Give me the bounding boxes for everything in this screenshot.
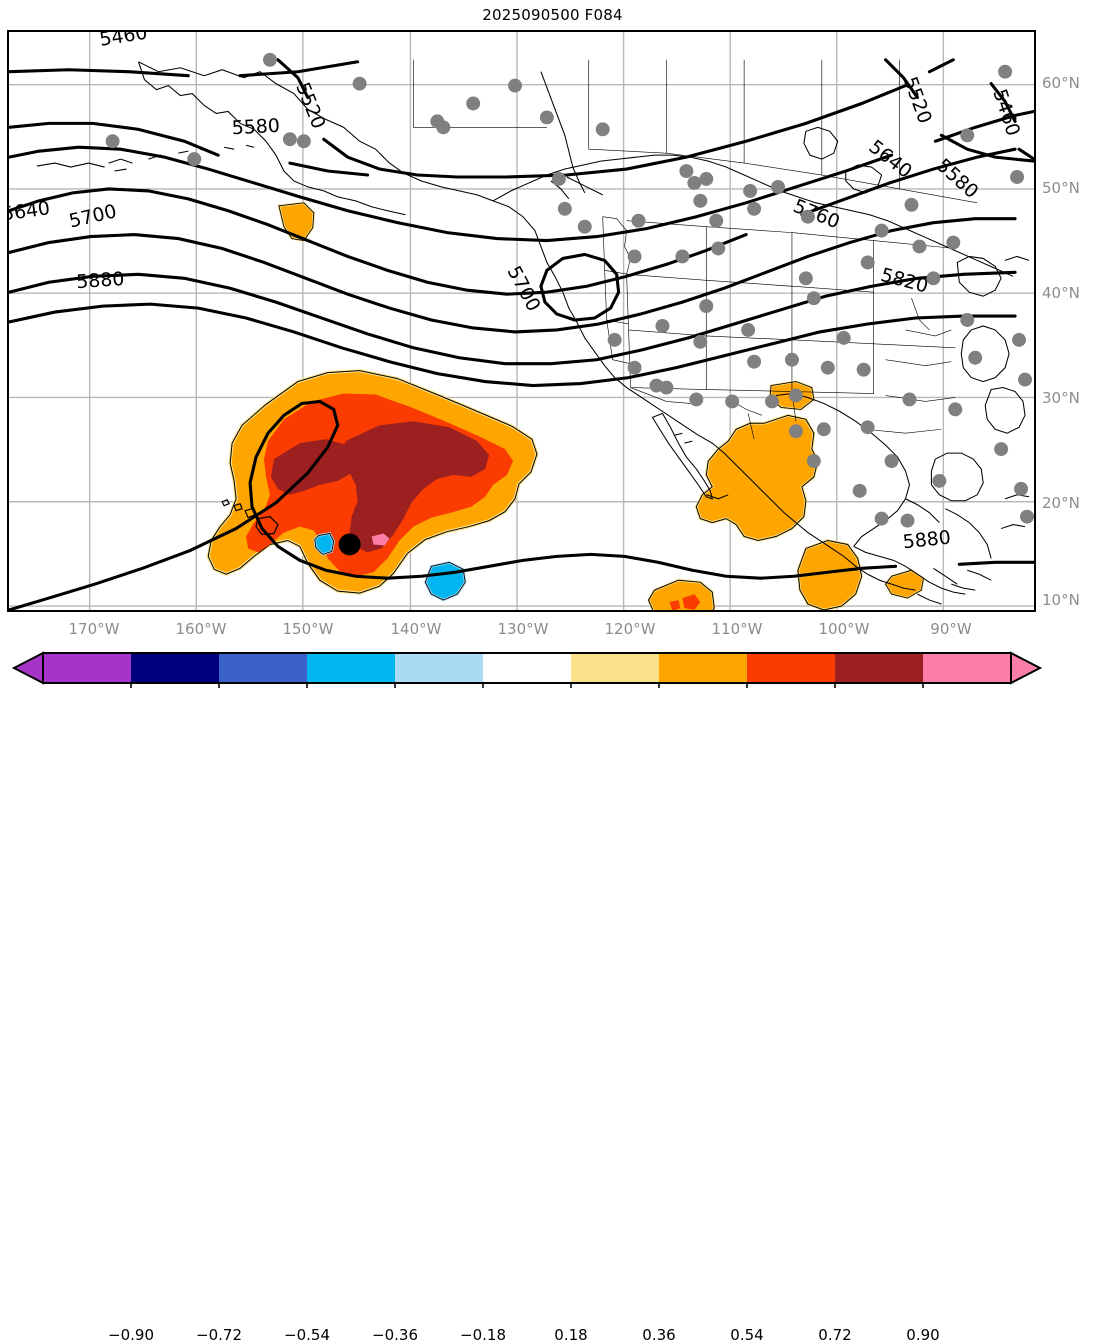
tc-marker[interactable] [338, 533, 361, 556]
colorbar-tick-label: 0.72 [818, 1326, 852, 1344]
height-contours [9, 58, 1034, 610]
colorbar-over-arrow [1010, 651, 1043, 685]
colorbar-segment [307, 653, 395, 683]
colorbar-tick-label: −0.90 [108, 1326, 154, 1344]
lon-label-150w: 150°W [282, 620, 334, 638]
anomaly-shading [206, 201, 925, 610]
svg-text:5880: 5880 [902, 527, 952, 554]
hawaii-coastline [221, 499, 279, 536]
lon-label-140w: 140°W [390, 620, 442, 638]
lat-label-50n: 50°N [1042, 179, 1080, 197]
lat-label-60n: 60°N [1042, 74, 1080, 92]
colorbar-segment [747, 653, 835, 683]
colorbar-segment [395, 653, 483, 683]
map-canvas[interactable]: 5460 5520 5580 5640 5700 5700 5880 5520 … [9, 32, 1034, 610]
lat-label-30n: 30°N [1042, 389, 1080, 407]
colorbar-tick-label: −0.36 [372, 1326, 418, 1344]
station-markers [105, 52, 1034, 528]
colorbar-tick-label: 0.54 [730, 1326, 764, 1344]
page-title: 2025090500 F084 [482, 6, 623, 24]
lon-label-170w: 170°W [68, 620, 120, 638]
colorbar-segments [11, 651, 1043, 685]
colorbar[interactable]: −0.90 −0.72 −0.54 −0.36 −0.18 0.18 0.36 0.54 0.7… [0, 648, 1105, 1344]
colorbar-segment [43, 653, 131, 683]
colorbar-tick-label: 0.18 [554, 1326, 588, 1344]
shaded-region-main-core-east [341, 421, 490, 553]
colorbar-segment [835, 653, 923, 683]
svg-text:5580: 5580 [231, 115, 280, 139]
shaded-region-peak-core [371, 533, 390, 546]
colorbar-canvas[interactable] [0, 648, 1105, 688]
lon-label-130w: 130°W [497, 620, 549, 638]
colorbar-tick-label: −0.18 [460, 1326, 506, 1344]
lon-label-90w: 90°W [930, 620, 972, 638]
lat-label-20n: 20°N [1042, 494, 1080, 512]
colorbar-tick-label: 0.90 [906, 1326, 940, 1344]
colorbar-segment [131, 653, 219, 683]
colorbar-ticks [130, 683, 924, 688]
colorbar-under-arrow [11, 651, 44, 685]
colorbar-segment [571, 653, 659, 683]
lon-label-160w: 160°W [175, 620, 227, 638]
colorbar-segment [219, 653, 307, 683]
colorbar-segment [483, 653, 571, 683]
colorbar-tick-label: −0.72 [196, 1326, 242, 1344]
svg-text:5880: 5880 [76, 268, 126, 293]
colorbar-tick-label: 0.36 [642, 1326, 676, 1344]
map-panel[interactable]: 5460 5520 5580 5640 5700 5700 5880 5520 … [7, 30, 1036, 612]
map-background [9, 32, 1034, 610]
lon-label-110w: 110°W [711, 620, 763, 638]
lat-label-40n: 40°N [1042, 284, 1080, 302]
political-boundaries [413, 59, 978, 440]
colorbar-segment [659, 653, 747, 683]
lat-label-10n: 10°N [1042, 591, 1080, 609]
colorbar-segment [923, 653, 1011, 683]
colorbar-tick-label: −0.54 [284, 1326, 330, 1344]
lon-label-120w: 120°W [604, 620, 656, 638]
lon-label-100w: 100°W [818, 620, 870, 638]
